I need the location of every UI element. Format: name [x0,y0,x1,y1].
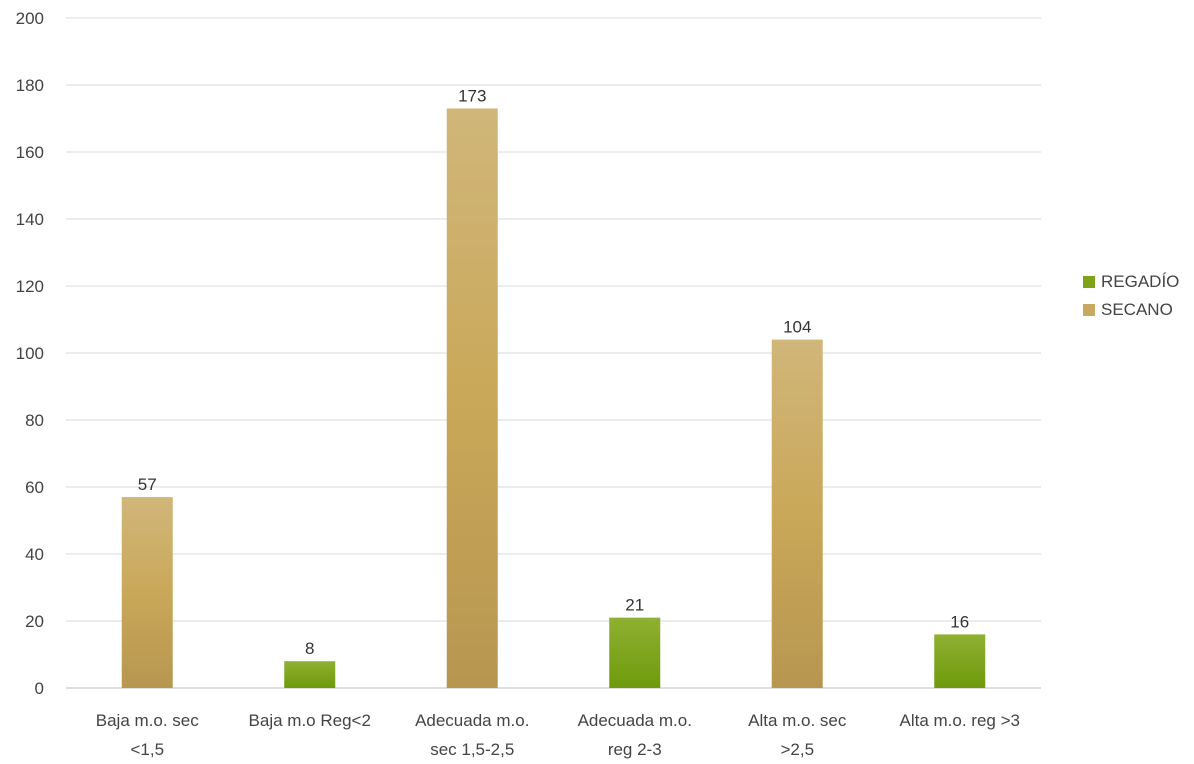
y-tick-label: 140 [16,210,44,229]
legend-item-regadio: REGADÍO [1083,268,1179,296]
data-label: 21 [625,596,644,615]
x-tick-label: Alta m.o. sec >2,5 [748,711,847,759]
bar [771,339,823,688]
y-tick-label: 160 [16,143,44,162]
x-tick-label: Adecuada m.o. reg 2-3 [578,711,692,759]
y-tick-label: 180 [16,76,44,95]
y-tick-label: 0 [35,679,44,698]
data-labels: 8 21 16 57 173 104 [138,86,969,658]
y-tick-label: 60 [25,478,44,497]
bar [121,497,173,688]
data-label: 57 [138,475,157,494]
data-label: 104 [783,318,811,337]
bar [934,634,986,688]
x-axis: Baja m.o. sec <1,5 Baja m.o Reg<2 Adecuada … [96,711,1020,759]
y-tick-label: 80 [25,411,44,430]
legend-label-secano: SECANO [1101,300,1173,319]
y-tick-label: 120 [16,277,44,296]
y-tick-label: 40 [25,545,44,564]
bars [121,108,986,688]
x-tick-label: Baja m.o. sec <1,5 [96,711,199,759]
x-tick-label: Baja m.o Reg<2 [249,711,371,730]
bar [609,617,661,688]
x-tick-label: Alta m.o. reg >3 [900,711,1020,730]
legend-swatch-regadio [1083,276,1095,288]
y-axis: 0 20 40 60 80 100 120 140 160 180 200 [16,9,44,698]
data-label: 16 [950,612,969,631]
data-label: 8 [305,639,314,658]
legend-item-secano: SECANO [1083,296,1179,324]
bar [446,108,498,688]
legend-swatch-secano [1083,304,1095,316]
x-tick-label: Adecuada m.o. sec 1,5-2,5 [415,711,529,759]
legend-label-regadio: REGADÍO [1101,272,1180,291]
legend: REGADÍO SECANO [1083,268,1179,324]
gridlines [66,17,1041,689]
bar [284,661,336,688]
y-tick-label: 20 [25,612,44,631]
y-tick-label: 200 [16,9,44,28]
data-label: 173 [458,86,486,105]
y-tick-label: 100 [16,344,44,363]
